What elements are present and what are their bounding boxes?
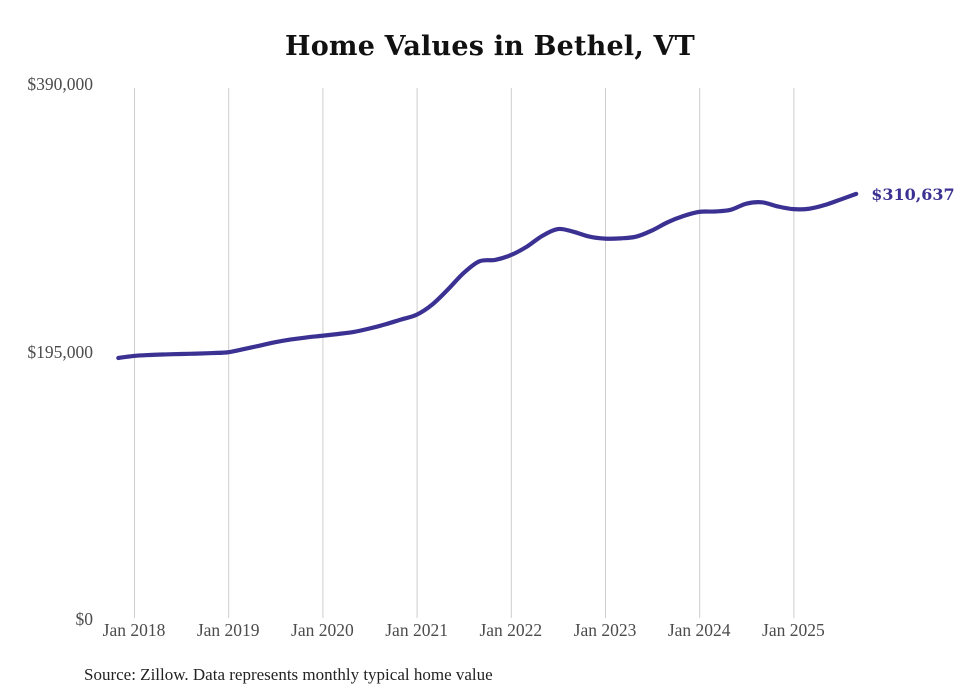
x-tick-2018-01: Jan 2018 [102,620,166,640]
series-group [116,191,859,361]
x-tick-2019-01: Jan 2019 [196,620,260,640]
end-value-label: $310,637 [871,184,955,204]
x-tick-2025-01: Jan 2025 [762,620,825,640]
source-note: Source: Zillow. Data represents monthly … [84,665,493,684]
y-tick-195000: $195,000 [27,341,93,362]
series-line-0 [116,191,859,361]
x-tick-2020-01: Jan 2020 [291,620,354,640]
x-tick-2022-01: Jan 2022 [479,620,543,640]
x-tick-2024-01: Jan 2024 [667,620,731,640]
x-tick-2023-01: Jan 2023 [573,620,637,640]
y-tick-0: $0 [75,609,94,629]
y-tick-390000: $390,000 [27,74,93,94]
page-title: Home Values in Bethel, VT [285,31,695,62]
x-tick-2021-01: Jan 2021 [385,620,448,640]
